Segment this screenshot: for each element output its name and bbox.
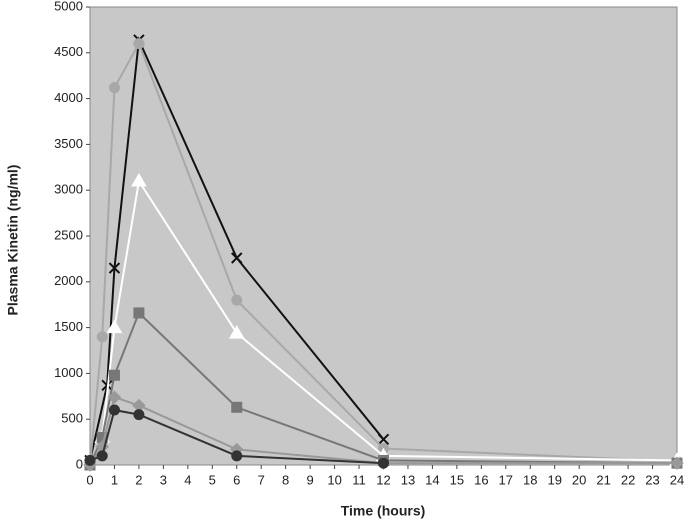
- marker: [84, 454, 96, 466]
- x-tick-label: 5: [209, 472, 216, 487]
- y-tick-label: 500: [61, 411, 83, 426]
- x-tick-label: 4: [184, 472, 191, 487]
- x-tick-label: 13: [401, 472, 415, 487]
- y-tick-label: 4000: [54, 90, 83, 105]
- x-tick-label: 7: [258, 472, 265, 487]
- y-tick-label: 1000: [54, 365, 83, 380]
- x-tick-label: 0: [86, 472, 93, 487]
- marker: [378, 457, 389, 469]
- y-tick-label: 2000: [54, 273, 83, 288]
- plot-background: [89, 6, 678, 466]
- marker: [96, 331, 108, 343]
- marker: [231, 401, 243, 413]
- y-tick-label: 3000: [54, 182, 83, 197]
- y-axis-title: Plasma Kinetin (ng/ml): [5, 165, 21, 316]
- x-axis-title: Time (hours): [341, 503, 426, 519]
- marker: [133, 38, 145, 50]
- marker: [108, 404, 120, 416]
- x-tick-label: 1: [111, 472, 118, 487]
- marker: [108, 369, 120, 381]
- y-tick-label: 0: [76, 456, 83, 471]
- marker: [106, 319, 123, 334]
- marker: [231, 294, 243, 306]
- marker: [231, 450, 243, 462]
- marker: [108, 82, 120, 94]
- x-tick-label: 9: [307, 472, 314, 487]
- marker: [377, 433, 390, 446]
- marker: [228, 325, 245, 339]
- x-tick-label: 17: [499, 472, 513, 487]
- marker: [107, 390, 122, 404]
- marker: [133, 409, 145, 421]
- x-tick-label: 12: [376, 472, 390, 487]
- x-tick-label: 15: [450, 472, 464, 487]
- x-tick-label: 14: [425, 472, 439, 487]
- x-tick-label: 2: [135, 472, 142, 487]
- marker: [131, 173, 147, 187]
- series-line: [89, 36, 385, 461]
- marker: [670, 456, 684, 470]
- marker: [133, 307, 145, 319]
- x-tick-label: 21: [596, 472, 610, 487]
- x-tick-label: 23: [645, 472, 659, 487]
- x-tick-label: 3: [160, 472, 167, 487]
- x-tick-label: 10: [327, 472, 341, 487]
- y-tick-label: 5000: [54, 0, 83, 13]
- y-tick-label: 2500: [54, 227, 83, 242]
- marker: [231, 252, 243, 264]
- marker: [96, 450, 108, 462]
- x-tick-label: 8: [282, 472, 289, 487]
- x-tick-label: 19: [547, 472, 561, 487]
- marker: [108, 262, 121, 274]
- x-tick-label: 22: [621, 472, 635, 487]
- x-tick-label: 11: [352, 472, 366, 487]
- x-tick-label: 16: [474, 472, 488, 487]
- y-tick-label: 4500: [54, 44, 83, 59]
- x-tick-label: 6: [233, 472, 240, 487]
- y-tick-label: 1500: [54, 319, 83, 334]
- x-tick-label: 20: [572, 472, 586, 487]
- x-tick-label: 18: [523, 472, 537, 487]
- y-tick-label: 3500: [54, 136, 83, 151]
- x-tick-label: 24: [670, 472, 684, 487]
